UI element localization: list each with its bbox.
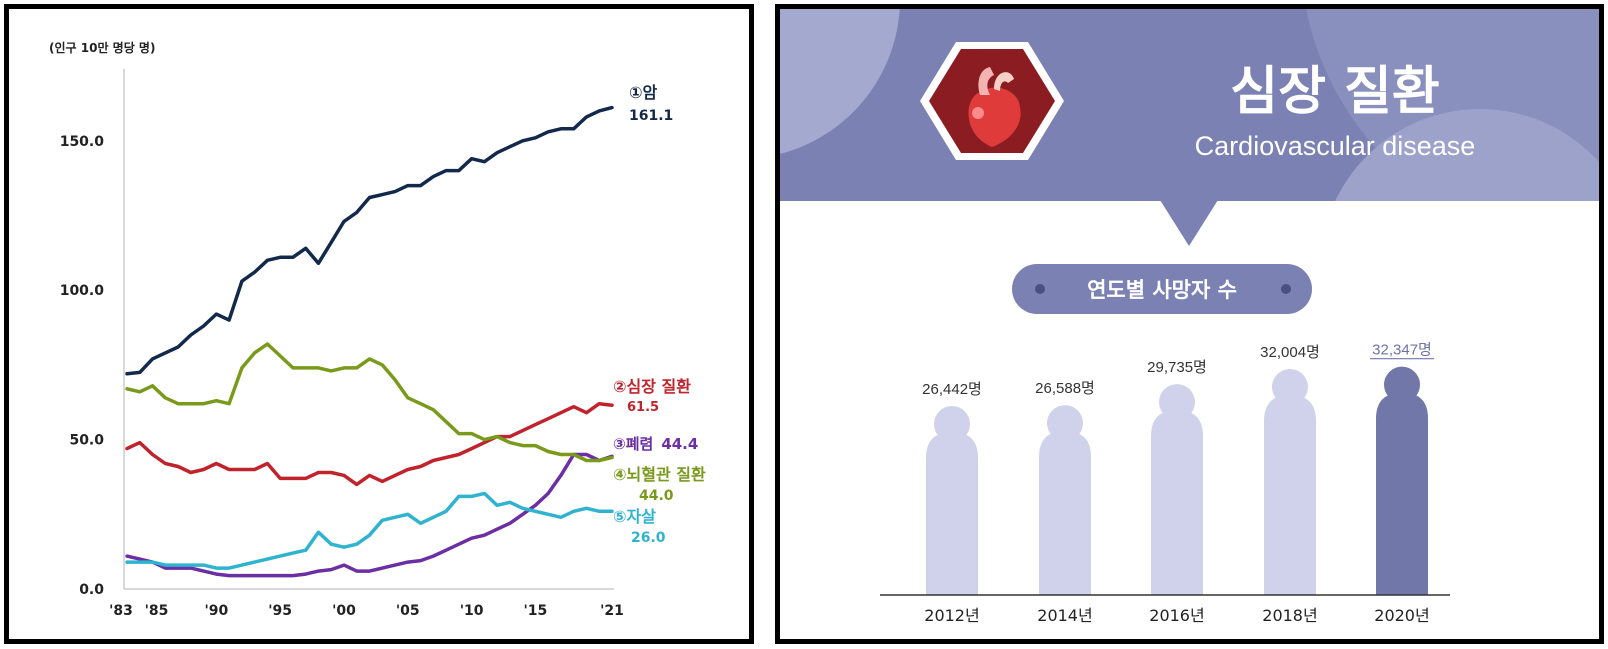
banner-decoration: [780, 9, 900, 154]
bar-value-label: 32,004명: [1260, 344, 1320, 361]
bar-head: [1159, 384, 1195, 421]
series-end-value-4: 44.0: [639, 488, 674, 504]
series-end-value-1: 161.1: [629, 108, 673, 124]
bar-head: [934, 406, 970, 443]
x-tick-label: '00: [332, 603, 356, 619]
pill-dot-right: [1281, 284, 1291, 294]
x-tick-label: '05: [396, 603, 420, 619]
x-tick-label: '85: [145, 603, 169, 619]
bar-body: [1376, 392, 1428, 595]
banner-pointer: [1160, 200, 1218, 246]
x-tick-label: '95: [268, 603, 292, 619]
y-ticks: 0.0 50.0 100.0 150.0: [60, 134, 105, 598]
series-name-1: ①암: [629, 83, 658, 102]
bar-category-label: 2016년: [1149, 606, 1204, 625]
pill-background: [1012, 264, 1312, 314]
x-ticks: '83 '85 '90 '95 '00 '05 '10 '15 '21: [109, 603, 624, 619]
series-line-5: [125, 491, 614, 570]
bar-body: [1039, 431, 1091, 595]
bar-category-label: 2018년: [1262, 606, 1317, 625]
y-tick-label: 50.0: [69, 433, 104, 449]
x-tick-label: '21: [600, 603, 624, 619]
y-tick-label: 100.0: [60, 283, 105, 299]
x-tick-label: '15: [524, 603, 548, 619]
banner-decoration: [1335, 109, 1599, 201]
series-line-4: [125, 342, 614, 463]
series-end-value-2: 61.5: [627, 400, 659, 415]
bar-value-label: 29,735명: [1147, 359, 1207, 376]
bar-category-label: 2020년: [1374, 606, 1429, 625]
line-chart-panel: (인구 10만 명당 명) 0.0 50.0 100.0 150.0 '83 '85 '9…: [4, 4, 754, 644]
heart-icon: [920, 42, 1064, 160]
series-name-5: ⑤자살: [613, 507, 656, 526]
x-tick-label: '10: [460, 603, 484, 619]
series-end-value-5: 26.0: [631, 530, 666, 546]
x-tick-label: '83: [109, 603, 133, 619]
y-tick-label: 150.0: [60, 134, 105, 150]
banner-title: 심장 질환: [1230, 62, 1439, 122]
bar-head: [1384, 366, 1420, 403]
bar-infographic-panel: 심장 질환 Cardiovascular disease 연도별 사망자 수 2…: [775, 4, 1604, 644]
bar-head: [1047, 405, 1083, 442]
bar-category-label: 2012년: [924, 606, 979, 625]
bar-value-label: 26,588명: [1035, 380, 1095, 397]
series-name-2: ②심장 질환: [613, 377, 691, 396]
pill-heading: 연도별 사망자 수: [1012, 264, 1312, 314]
bars: 26,442명 2012년 26,588명 2014년 29,735명 2016년 32,0…: [922, 342, 1434, 625]
bar-body: [1264, 394, 1316, 595]
bar-body: [926, 432, 978, 595]
series-lines: [125, 105, 614, 578]
pill-label: 연도별 사망자 수: [1087, 278, 1237, 302]
series-line-2: [125, 401, 614, 487]
bar-infographic: 심장 질환 Cardiovascular disease 연도별 사망자 수 2…: [780, 9, 1599, 625]
series-line-3: [125, 452, 614, 578]
series-name-4: ④뇌혈관 질환: [613, 465, 706, 484]
banner-subtitle: Cardiovascular disease: [1195, 131, 1476, 161]
bar-category-label: 2014년: [1037, 606, 1092, 625]
bar-body: [1151, 410, 1203, 595]
pill-dot-left: [1035, 284, 1045, 294]
series-labels: ①암 161.1 ②심장 질환 61.5 ③폐렴 44.4 ④뇌혈관 질환 44.0 ⑤자살 26…: [613, 83, 706, 546]
series-label-3: ③폐렴 44.4: [613, 435, 698, 453]
series-line-1: [125, 105, 614, 376]
line-chart: (인구 10만 명당 명) 0.0 50.0 100.0 150.0 '83 '85 '9…: [49, 40, 706, 619]
bar-value-label: 26,442명: [922, 381, 982, 398]
banner: 심장 질환 Cardiovascular disease: [780, 9, 1599, 246]
bar-head: [1272, 368, 1308, 405]
bar-value-label: 32,347명: [1372, 342, 1432, 359]
y-unit-label: (인구 10만 명당 명): [49, 40, 155, 55]
x-tick-label: '90: [204, 603, 228, 619]
y-tick-label: 0.0: [79, 582, 104, 598]
